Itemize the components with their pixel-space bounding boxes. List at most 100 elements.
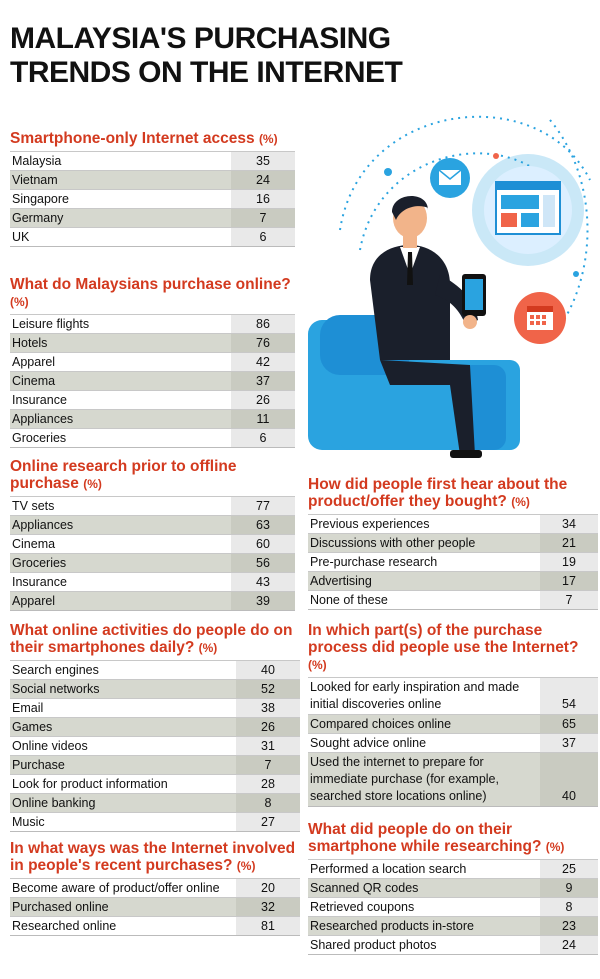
row-label: Singapore bbox=[12, 192, 69, 206]
row-label: Insurance bbox=[12, 575, 67, 589]
row-label: Apparel bbox=[10, 592, 231, 610]
row-value: 86 bbox=[231, 315, 295, 333]
row-value: 37 bbox=[540, 734, 598, 752]
row-value: 6 bbox=[231, 429, 295, 447]
man-figure bbox=[370, 195, 486, 458]
table-row: Appliances 11 bbox=[10, 409, 295, 428]
row-value: 38 bbox=[236, 699, 300, 717]
table-row: Insurance 26 bbox=[10, 390, 295, 409]
section-title: What did people do on their smartphone w… bbox=[308, 821, 565, 855]
row-value: 42 bbox=[231, 353, 295, 371]
row-label: Germany bbox=[10, 209, 231, 227]
row-value: 76 bbox=[231, 334, 295, 352]
table-row: Vietnam 24 bbox=[10, 170, 295, 189]
row-value: 27 bbox=[236, 813, 300, 831]
table-row: Games 26 bbox=[10, 717, 300, 736]
row-label: Look for product information bbox=[12, 777, 168, 791]
row-value: 39 bbox=[231, 592, 295, 610]
row-value: 16 bbox=[231, 190, 295, 208]
row-value: 81 bbox=[236, 917, 300, 935]
section-smartphone-daily-activities: What online activities do people do on t… bbox=[10, 622, 300, 832]
table-row: Researched online 81 bbox=[10, 916, 300, 935]
table-row: Search engines 40 bbox=[10, 660, 300, 679]
row-value: 43 bbox=[231, 573, 295, 591]
table-row: Become aware of product/offer online 20 bbox=[10, 878, 300, 897]
row-value: 34 bbox=[540, 515, 598, 533]
section-purchase-process-internet-use: In which part(s) of the purchase process… bbox=[308, 622, 598, 807]
page-title: MALAYSIA'S PURCHASING TRENDS ON THE INTE… bbox=[10, 22, 403, 89]
row-value: 32 bbox=[236, 898, 300, 916]
section-malaysians-purchase-online: What do Malaysians purchase online? (%) … bbox=[10, 276, 295, 448]
table-row: TV sets 77 bbox=[10, 496, 295, 515]
row-value: 37 bbox=[231, 372, 295, 390]
table-row: Cinema 60 bbox=[10, 534, 295, 553]
row-value: 23 bbox=[540, 917, 598, 935]
row-label: Shared product photos bbox=[310, 938, 437, 952]
table-row: Singapore 16 bbox=[10, 189, 295, 208]
section-title: How did people first hear about the prod… bbox=[308, 476, 568, 510]
row-value: 19 bbox=[540, 553, 598, 571]
illustration bbox=[308, 115, 591, 458]
data-table: Previous experiences 34 Discussions with o… bbox=[308, 514, 598, 610]
row-value: 31 bbox=[236, 737, 300, 755]
table-row: Used the internet to prepare for immedia… bbox=[308, 752, 598, 806]
row-label: Music bbox=[12, 815, 45, 829]
row-label: Malaysia bbox=[12, 154, 62, 168]
row-value: 65 bbox=[540, 715, 598, 733]
data-table: Malaysia 35 Vietnam 24 Singapore 16 Germany 7 UK… bbox=[10, 151, 295, 247]
table-row: Previous experiences 34 bbox=[308, 514, 598, 533]
row-value: 9 bbox=[540, 879, 598, 897]
row-label: Become aware of product/offer online bbox=[12, 881, 220, 895]
row-label: Compared choices online bbox=[308, 715, 540, 733]
section-first-hear-about-product: How did people first hear about the prod… bbox=[308, 476, 598, 610]
row-value: 40 bbox=[540, 753, 598, 806]
row-label: Advertising bbox=[308, 572, 540, 590]
row-value: 40 bbox=[236, 661, 300, 679]
table-row: Sought advice online 37 bbox=[308, 733, 598, 752]
row-label: Sought advice online bbox=[310, 736, 427, 750]
table-row: UK 6 bbox=[10, 227, 295, 246]
table-row: Social networks 52 bbox=[10, 679, 300, 698]
row-value: 6 bbox=[231, 228, 295, 246]
row-label: Appliances bbox=[10, 516, 231, 534]
table-row: Music 27 bbox=[10, 812, 300, 831]
data-table: Looked for early inspiration and made in… bbox=[308, 677, 598, 807]
table-row: Appliances 63 bbox=[10, 515, 295, 534]
section-title: What do Malaysians purchase online? (%) bbox=[10, 276, 291, 309]
row-value: 77 bbox=[231, 497, 295, 515]
row-label: Online banking bbox=[10, 794, 236, 812]
row-label: Social networks bbox=[10, 680, 236, 698]
section-title: Online research prior to offline purchas… bbox=[10, 458, 237, 492]
row-label: Games bbox=[10, 718, 236, 736]
row-value: 63 bbox=[231, 516, 295, 534]
row-label: Looked for early inspiration and made in… bbox=[310, 680, 520, 711]
row-value: 8 bbox=[540, 898, 598, 916]
table-row: Performed a location search 25 bbox=[308, 859, 598, 878]
row-value: 26 bbox=[236, 718, 300, 736]
row-label: Vietnam bbox=[10, 171, 231, 189]
section-title: Smartphone-only Internet access (%) bbox=[10, 130, 278, 147]
row-label: Pre-purchase research bbox=[310, 555, 438, 569]
dotted-arcs bbox=[339, 115, 591, 341]
row-value: 54 bbox=[540, 678, 598, 714]
table-row: Advertising 17 bbox=[308, 571, 598, 590]
row-value: 11 bbox=[231, 410, 295, 428]
row-label: Purchase bbox=[10, 756, 236, 774]
row-label: TV sets bbox=[12, 499, 55, 513]
row-label: Researched products in-store bbox=[308, 917, 540, 935]
table-row: Hotels 76 bbox=[10, 333, 295, 352]
row-value: 52 bbox=[236, 680, 300, 698]
table-row: Groceries 56 bbox=[10, 553, 295, 572]
row-label: Cinema bbox=[10, 372, 231, 390]
row-label: Leisure flights bbox=[12, 317, 90, 331]
row-label: Previous experiences bbox=[310, 517, 430, 531]
section-smartphone-while-researching: What did people do on their smartphone w… bbox=[308, 821, 598, 955]
email-icon bbox=[430, 158, 470, 198]
data-table: Become aware of product/offer online 20 Pu… bbox=[10, 878, 300, 936]
section-title: In which part(s) of the purchase process… bbox=[308, 622, 579, 672]
table-row: Insurance 43 bbox=[10, 572, 295, 591]
row-label: Cinema bbox=[12, 537, 56, 551]
row-value: 20 bbox=[236, 879, 300, 897]
row-value: 35 bbox=[231, 152, 295, 170]
row-label: Apparel bbox=[12, 355, 56, 369]
